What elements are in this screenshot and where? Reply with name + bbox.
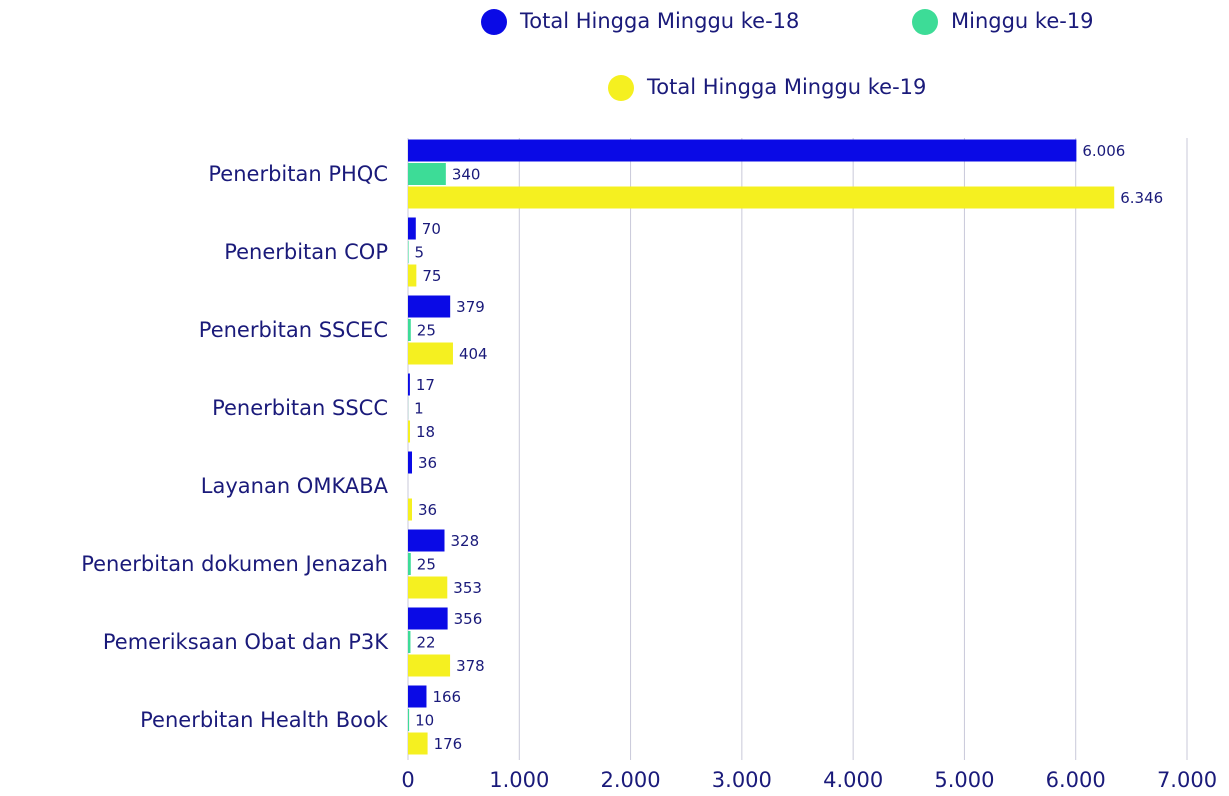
x-tick-label: 0 — [401, 768, 414, 792]
value-label: 6.346 — [1120, 189, 1163, 207]
bar — [408, 186, 1115, 209]
value-label: 404 — [459, 345, 488, 363]
value-label: 5 — [415, 244, 425, 262]
bar — [408, 295, 451, 318]
legend-swatch — [608, 75, 634, 101]
x-tick-label: 2.000 — [601, 768, 661, 792]
legend-swatch — [912, 9, 938, 35]
category-label: Pemeriksaan Obat dan P3K — [103, 630, 389, 654]
bar — [408, 553, 411, 575]
value-label: 17 — [416, 376, 435, 394]
category-label: Penerbitan PHQC — [208, 162, 388, 186]
bar — [408, 685, 427, 708]
legend-label: Total Hingga Minggu ke-19 — [646, 75, 926, 99]
x-tick-label: 3.000 — [712, 768, 772, 792]
x-tick-label: 7.000 — [1157, 768, 1217, 792]
value-label: 36 — [418, 454, 437, 472]
value-label: 10 — [415, 712, 434, 730]
bar — [408, 420, 411, 443]
value-label: 356 — [454, 610, 483, 628]
category-label: Penerbitan SSCC — [212, 396, 388, 420]
bar — [408, 451, 413, 474]
value-label: 25 — [417, 322, 436, 340]
bar — [408, 139, 1077, 162]
x-tick-label: 5.000 — [934, 768, 994, 792]
bar — [408, 373, 410, 396]
x-tick-label: 6.000 — [1046, 768, 1106, 792]
value-label: 18 — [416, 423, 435, 441]
value-label: 379 — [456, 298, 485, 316]
x-tick-label: 1.000 — [489, 768, 549, 792]
legend-label: Minggu ke-19 — [951, 9, 1094, 33]
category-label: Layanan OMKABA — [201, 474, 389, 498]
bar — [408, 631, 411, 653]
category-label: Penerbitan COP — [224, 240, 388, 264]
legend-swatch — [481, 9, 507, 35]
value-label: 6.006 — [1082, 142, 1125, 160]
bar — [408, 732, 428, 755]
category-label: Penerbitan dokumen Jenazah — [81, 552, 388, 576]
bar — [408, 217, 416, 240]
bar — [408, 607, 448, 630]
value-label: 1 — [414, 400, 424, 418]
value-label: 75 — [422, 267, 441, 285]
bar — [408, 709, 410, 731]
bar — [408, 241, 409, 263]
bar — [408, 264, 417, 287]
value-label: 166 — [432, 688, 461, 706]
value-label: 36 — [418, 501, 437, 519]
category-label: Penerbitan SSCEC — [199, 318, 388, 342]
bar — [408, 498, 413, 521]
legend-label: Total Hingga Minggu ke-18 — [519, 9, 799, 33]
bar — [408, 342, 453, 365]
category-label: Penerbitan Health Book — [140, 708, 389, 732]
bar — [408, 529, 445, 552]
x-tick-label: 4.000 — [823, 768, 883, 792]
value-label: 176 — [434, 735, 463, 753]
bar — [408, 163, 446, 185]
value-label: 25 — [417, 556, 436, 574]
value-label: 340 — [452, 166, 481, 184]
bar — [408, 319, 411, 341]
bar — [408, 654, 451, 677]
value-label: 353 — [453, 579, 482, 597]
value-label: 328 — [451, 532, 480, 550]
bar — [408, 576, 448, 599]
value-label: 378 — [456, 657, 485, 675]
value-label: 70 — [422, 220, 441, 238]
value-label: 22 — [416, 634, 435, 652]
